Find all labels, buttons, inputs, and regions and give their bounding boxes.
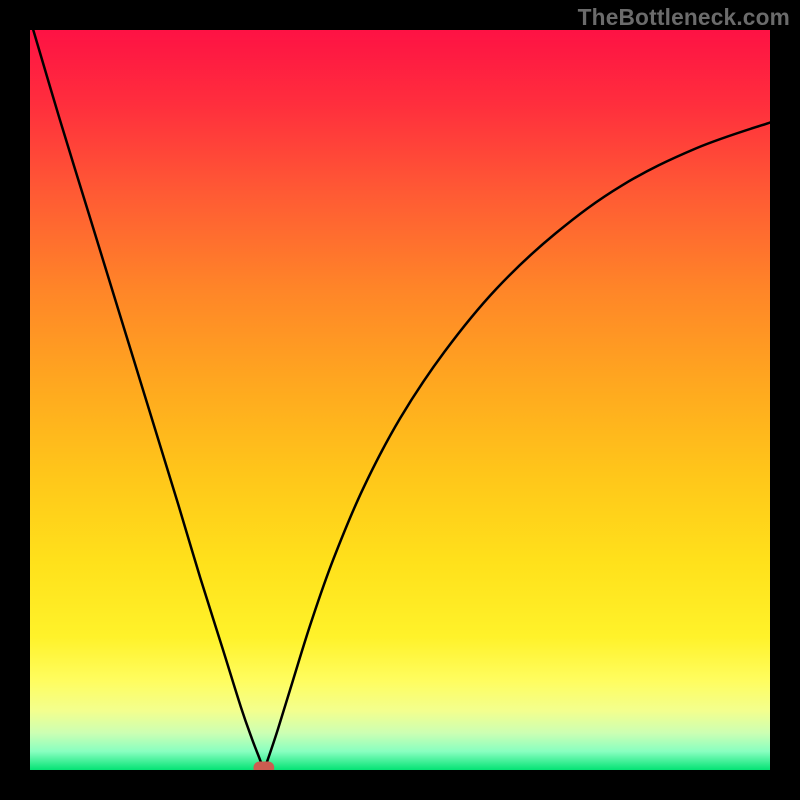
bottleneck-chart	[30, 30, 770, 770]
gradient-background	[30, 30, 770, 770]
chart-frame: TheBottleneck.com	[0, 0, 800, 800]
watermark-text: TheBottleneck.com	[578, 4, 790, 31]
plot-area	[30, 30, 770, 770]
minimum-marker	[253, 761, 274, 770]
